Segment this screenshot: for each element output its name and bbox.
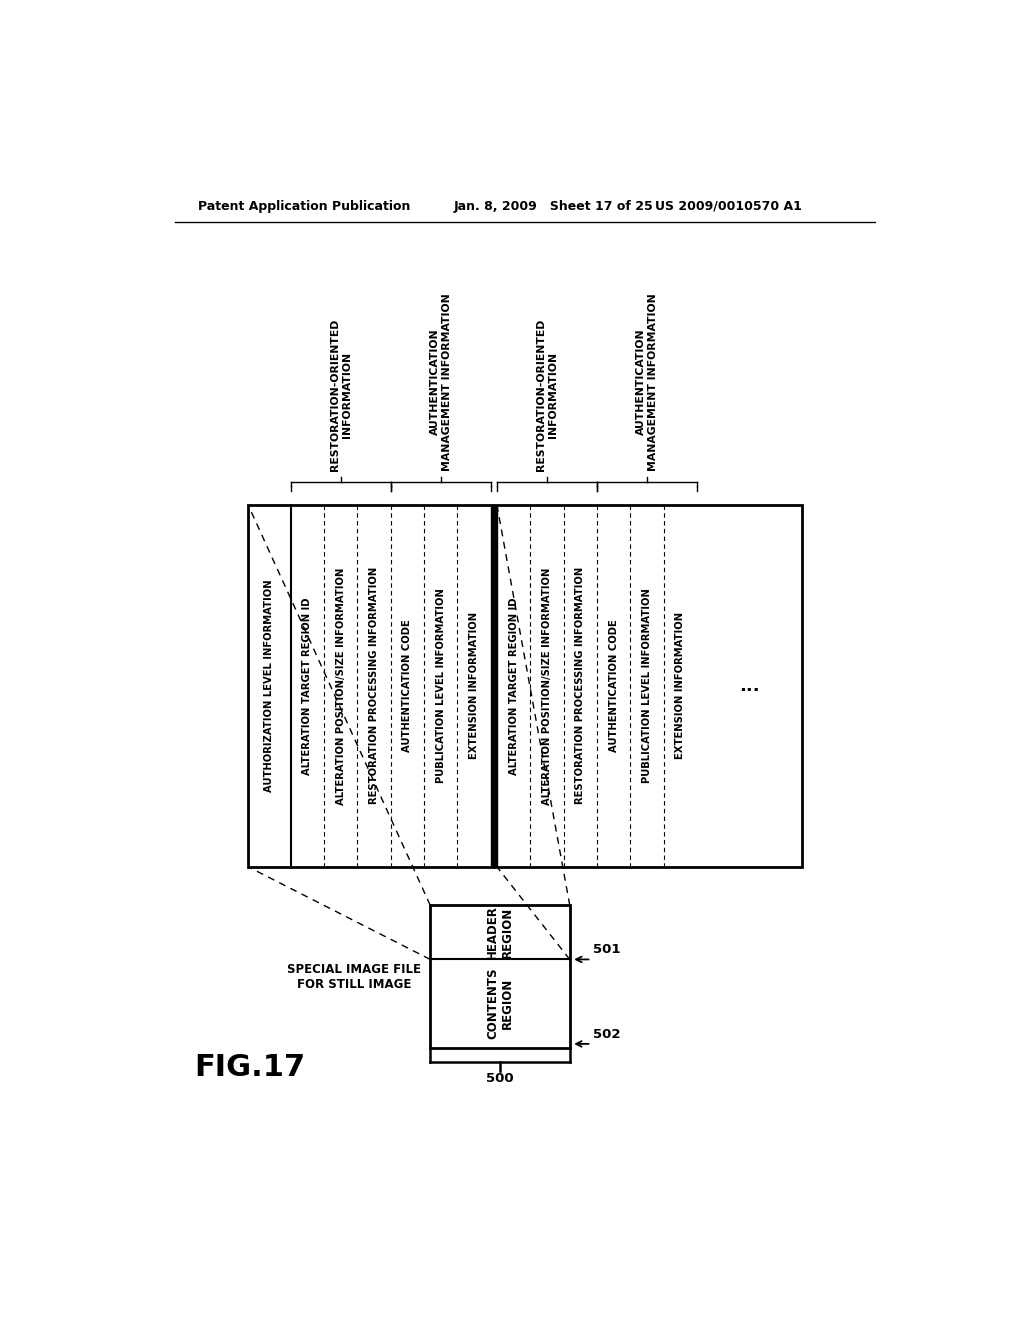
Text: EXTENSION INFORMATION: EXTENSION INFORMATION [469,612,479,759]
Text: SPECIAL IMAGE FILE
FOR STILL IMAGE: SPECIAL IMAGE FILE FOR STILL IMAGE [287,962,421,990]
Text: EXTENSION INFORMATION: EXTENSION INFORMATION [675,612,685,759]
Text: 501: 501 [593,944,621,957]
Text: FIG.17: FIG.17 [194,1052,305,1081]
Text: PUBLICATION LEVEL INFORMATION: PUBLICATION LEVEL INFORMATION [642,589,652,783]
Text: HEADER
REGION: HEADER REGION [486,906,514,960]
Text: AUTHENTICATION
MANAGEMENT INFORMATION: AUTHENTICATION MANAGEMENT INFORMATION [430,293,452,471]
Text: 502: 502 [593,1028,621,1040]
Text: AUTHENTICATION CODE: AUTHENTICATION CODE [402,619,413,752]
Text: CONTENTS
REGION: CONTENTS REGION [486,968,514,1039]
Text: US 2009/0010570 A1: US 2009/0010570 A1 [655,199,802,213]
Text: ALTERATION TARGET REGION ID: ALTERATION TARGET REGION ID [509,597,518,775]
Text: PUBLICATION LEVEL INFORMATION: PUBLICATION LEVEL INFORMATION [436,589,445,783]
Text: ...: ... [739,677,760,694]
Text: ALTERATION POSITION/SIZE INFORMATION: ALTERATION POSITION/SIZE INFORMATION [336,568,346,804]
Text: Patent Application Publication: Patent Application Publication [198,199,411,213]
Text: ALTERATION TARGET REGION ID: ALTERATION TARGET REGION ID [302,597,312,775]
Text: Jan. 8, 2009   Sheet 17 of 25: Jan. 8, 2009 Sheet 17 of 25 [454,199,653,213]
Text: AUTHORIZATION LEVEL INFORMATION: AUTHORIZATION LEVEL INFORMATION [264,579,274,792]
Text: RESTORATION-ORIENTED
INFORMATION: RESTORATION-ORIENTED INFORMATION [330,318,351,471]
Bar [430,906,569,1048]
Text: RESTORATION PROCESSING INFORMATION: RESTORATION PROCESSING INFORMATION [575,568,585,804]
Text: AUTHENTICATION CODE: AUTHENTICATION CODE [608,619,618,752]
Text: RESTORATION PROCESSING INFORMATION: RESTORATION PROCESSING INFORMATION [369,568,379,804]
Text: 500: 500 [486,1072,514,1085]
Text: AUTHENTICATION
MANAGEMENT INFORMATION: AUTHENTICATION MANAGEMENT INFORMATION [636,293,657,471]
Bar [248,506,802,867]
Text: RESTORATION-ORIENTED
INFORMATION: RESTORATION-ORIENTED INFORMATION [537,318,558,471]
Text: ALTERATION POSITION/SIZE INFORMATION: ALTERATION POSITION/SIZE INFORMATION [542,568,552,804]
